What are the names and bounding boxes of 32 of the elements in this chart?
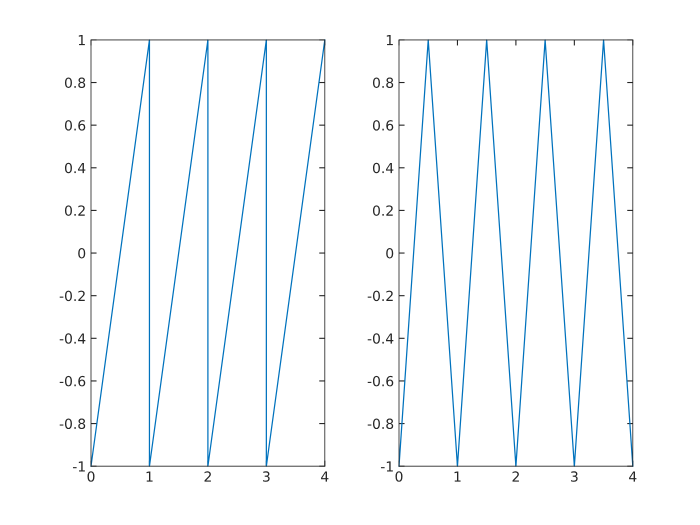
y-tick-label: -0.4	[368, 333, 394, 344]
y-tick-label: 0.4	[372, 162, 394, 174]
y-tick-label: -1	[72, 461, 85, 472]
y-tick-label: 0.8	[64, 78, 86, 88]
y-tick-label: -0.2	[60, 290, 85, 302]
x-tick-label: 1	[454, 471, 461, 482]
x-tick-label: 2	[512, 471, 519, 482]
y-tick-label: 0.2	[372, 205, 393, 216]
y-tick-label: -0.8	[60, 418, 86, 430]
y-tick-label: 1	[78, 35, 85, 46]
y-tick-label: -0.6	[368, 376, 394, 386]
x-tick-label: 3	[570, 471, 578, 482]
x-tick-label: 3	[262, 471, 270, 482]
x-tick-label: 0	[395, 471, 402, 482]
y-tick-label: -0.6	[60, 376, 86, 386]
y-tick-label: 0.2	[64, 205, 85, 216]
x-tick-label: 1	[146, 471, 153, 482]
y-tick-label: -0.4	[60, 333, 86, 344]
x-tick-label: 0	[87, 471, 94, 482]
x-tick-label: 4	[321, 471, 328, 482]
y-tick-label: -0.2	[368, 290, 393, 302]
x-tick-label: 2	[204, 471, 211, 482]
y-tick-label: 0.6	[372, 120, 394, 131]
x-tick-label: 4	[629, 471, 636, 482]
y-tick-label: 0.4	[64, 162, 86, 174]
y-tick-label: 0	[386, 248, 394, 259]
y-tick-label: 1	[386, 35, 393, 46]
y-tick-label: -1	[380, 461, 393, 472]
y-tick-label: 0.8	[372, 78, 394, 88]
y-tick-label: 0	[78, 248, 86, 259]
y-tick-label: 0.6	[64, 120, 86, 131]
y-tick-label: -0.8	[368, 418, 394, 430]
